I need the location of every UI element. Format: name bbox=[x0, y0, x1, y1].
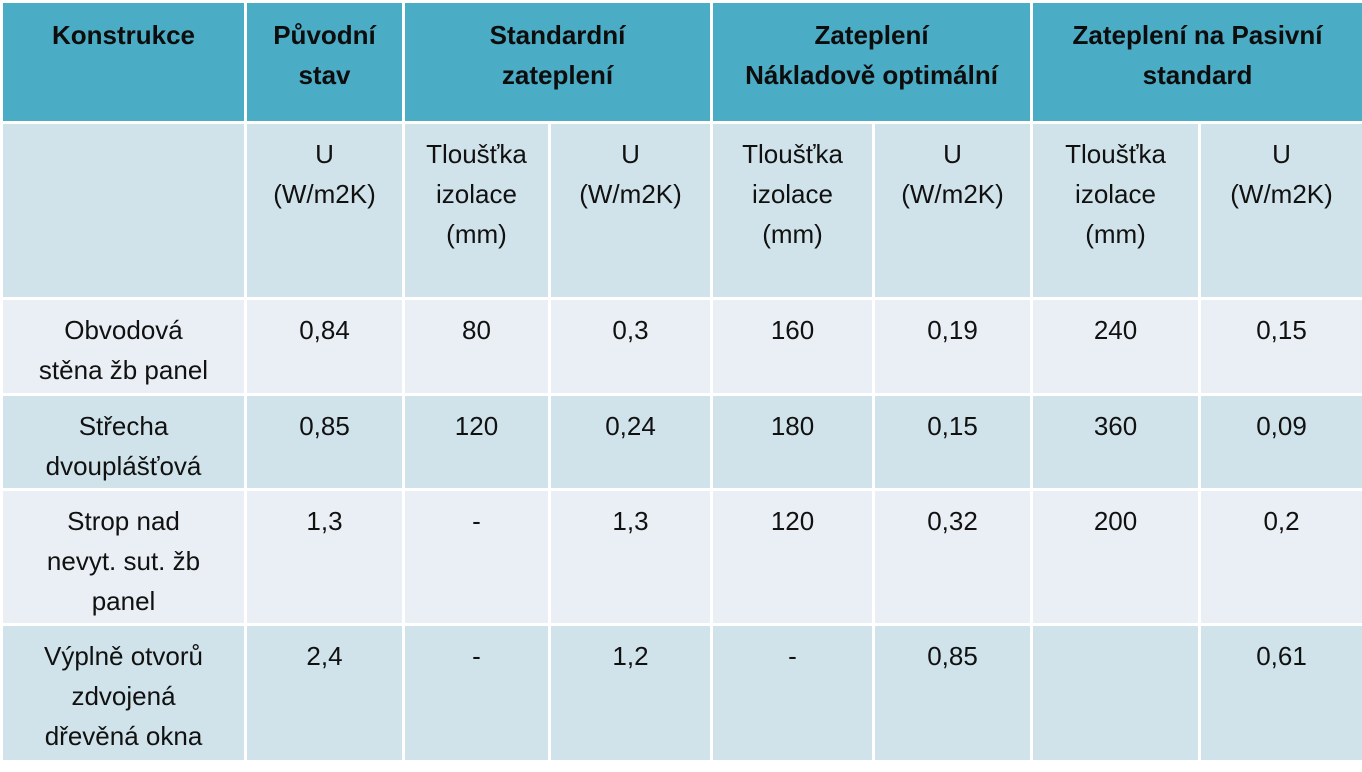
cell-pas-u: 0,61 bbox=[1198, 623, 1362, 763]
cell-puvodni-u: 0,85 bbox=[244, 393, 405, 491]
cell-pas-u: 0,09 bbox=[1198, 393, 1362, 491]
subheader-u: U (W/m2K) bbox=[244, 121, 405, 300]
cell-pas-tloustka: 240 bbox=[1030, 297, 1202, 396]
cell-opt-tloustka: 160 bbox=[710, 297, 876, 396]
cell-puvodni-u: 0,84 bbox=[244, 297, 405, 396]
subheader-u: U (W/m2K) bbox=[547, 121, 714, 300]
subheader-tloustka: Tloušťka izolace (mm) bbox=[402, 121, 551, 300]
cell-opt-tloustka: - bbox=[710, 623, 876, 763]
cell-opt-tloustka: 120 bbox=[710, 488, 876, 626]
table-row: Obvodová stěna žb panel 0,84 80 0,3 160 … bbox=[0, 297, 1362, 396]
header-nakladove-optimalni: Zateplení Nákladově optimální bbox=[710, 0, 1034, 124]
header-konstrukce: Konstrukce bbox=[0, 0, 247, 124]
subheader-empty bbox=[0, 121, 247, 300]
cell-opt-u: 0,15 bbox=[872, 393, 1034, 491]
header-standardni-zatepleni: Standardní zateplení bbox=[401, 0, 714, 124]
cell-std-u: 1,3 bbox=[547, 488, 714, 626]
subheader-row: U (W/m2K) Tloušťka izolace (mm) U (W/m2K… bbox=[0, 121, 1362, 300]
cell-pas-tloustka: 200 bbox=[1030, 488, 1202, 626]
table-row: Strop nad nevyt. sut. žb panel 1,3 - 1,3… bbox=[0, 488, 1362, 626]
cell-opt-u: 0,85 bbox=[872, 623, 1034, 763]
subheader-u: U (W/m2K) bbox=[872, 121, 1034, 300]
row-label: Střecha dvouplášťová bbox=[0, 393, 247, 491]
row-label: Výplně otvorů zdvojená dřevěná okna bbox=[0, 623, 247, 763]
cell-opt-tloustka: 180 bbox=[710, 393, 876, 491]
row-label: Strop nad nevyt. sut. žb panel bbox=[0, 488, 247, 626]
cell-std-u: 0,3 bbox=[547, 297, 714, 396]
cell-std-tloustka: 120 bbox=[402, 393, 551, 491]
cell-std-u: 1,2 bbox=[547, 623, 714, 763]
header-row: Konstrukce Původní stav Standardní zatep… bbox=[0, 0, 1362, 124]
cell-pas-tloustka bbox=[1030, 623, 1202, 763]
header-pasivni-standard: Zateplení na Pasivní standard bbox=[1030, 0, 1362, 124]
table-row: Výplně otvorů zdvojená dřevěná okna 2,4 … bbox=[0, 623, 1362, 763]
cell-std-u: 0,24 bbox=[547, 393, 714, 491]
cell-std-tloustka: 80 bbox=[402, 297, 551, 396]
table-row: Střecha dvouplášťová 0,85 120 0,24 180 0… bbox=[0, 393, 1362, 491]
subheader-u: U (W/m2K) bbox=[1198, 121, 1362, 300]
cell-pas-u: 0,15 bbox=[1198, 297, 1362, 396]
cell-opt-u: 0,32 bbox=[872, 488, 1034, 626]
header-puvodni-stav: Původní stav bbox=[244, 0, 405, 124]
cell-pas-u: 0,2 bbox=[1198, 488, 1362, 626]
cell-pas-tloustka: 360 bbox=[1030, 393, 1202, 491]
cell-puvodni-u: 2,4 bbox=[244, 623, 405, 763]
cell-std-tloustka: - bbox=[402, 623, 551, 763]
subheader-tloustka: Tloušťka izolace (mm) bbox=[1030, 121, 1202, 300]
cell-puvodni-u: 1,3 bbox=[244, 488, 405, 626]
row-label: Obvodová stěna žb panel bbox=[0, 297, 247, 396]
cell-opt-u: 0,19 bbox=[872, 297, 1034, 396]
cell-std-tloustka: - bbox=[402, 488, 551, 626]
subheader-tloustka: Tloušťka izolace (mm) bbox=[710, 121, 876, 300]
